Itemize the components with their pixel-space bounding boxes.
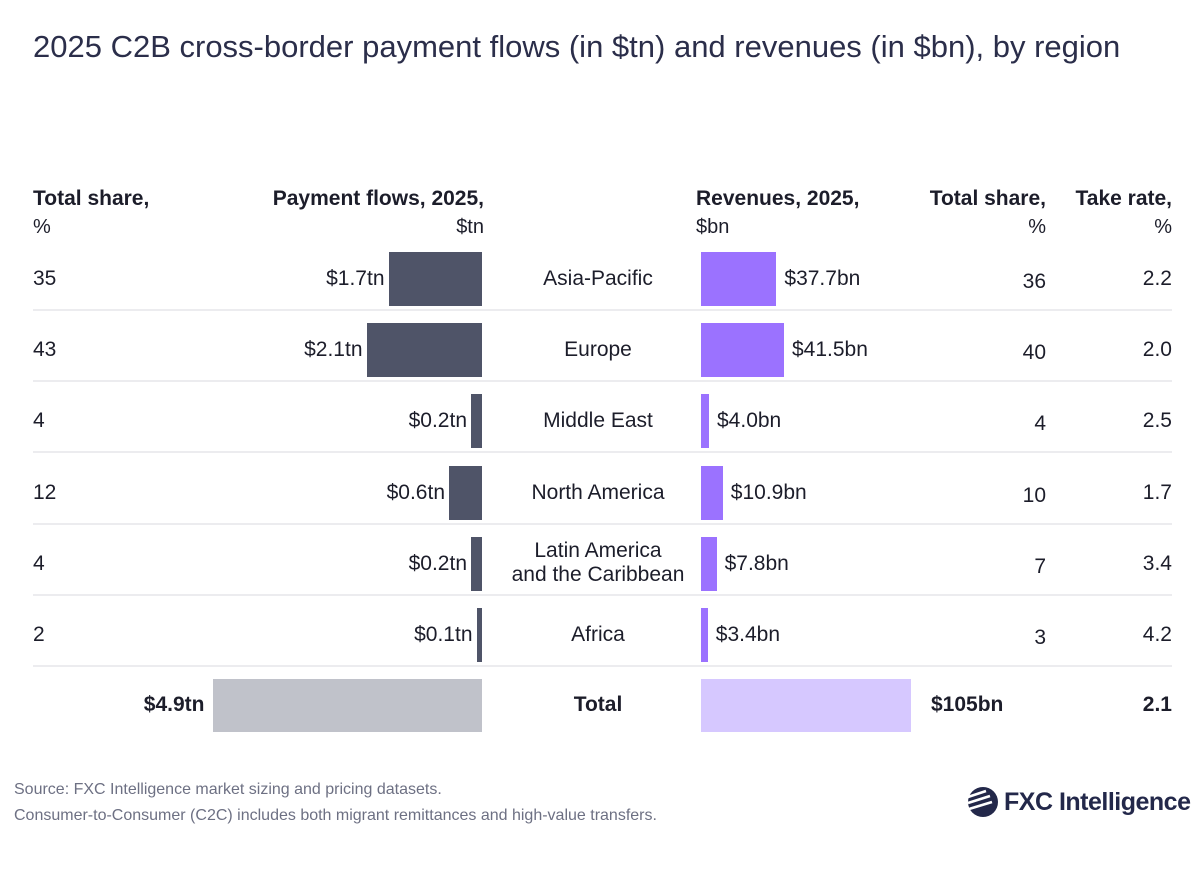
header-total-share-right: Total share, % — [890, 185, 1046, 241]
header-unit: % — [1154, 216, 1172, 238]
flows-label: $0.6tn — [386, 480, 445, 504]
row-divider — [33, 593, 1172, 596]
header-revenues: Revenues, 2025, $bn — [696, 185, 859, 241]
revenues-label: $4.0bn — [717, 409, 782, 433]
chart-title: 2025 C2B cross-border payment flows (in … — [33, 29, 1121, 64]
take-rate-cell: 2.5 — [1142, 409, 1172, 433]
definition-note: Consumer-to-Consumer (C2C) includes both… — [14, 807, 657, 824]
fxc-logo: FXC Intelligence — [966, 785, 1191, 819]
region-label: Middle East — [543, 409, 653, 433]
header-unit: $tn — [456, 216, 484, 238]
revenue-share-cell: 3 — [1034, 626, 1046, 649]
revenues-bar — [701, 252, 777, 306]
revenues-label: $41.5bn — [792, 338, 868, 362]
revenues-bar — [701, 608, 708, 662]
header-unit: % — [33, 216, 51, 238]
revenues-bar — [701, 465, 723, 520]
flow-share-cell: 2 — [33, 623, 45, 646]
revenues-bar — [701, 323, 784, 378]
revenues-label: $37.7bn — [784, 267, 861, 290]
flow-share-cell: 12 — [33, 480, 57, 504]
revenues-label: $10.9bn — [730, 480, 807, 504]
fxc-logo-text: FXC Intelligence — [1004, 787, 1191, 816]
header-total-share-left: Total share, % — [33, 185, 149, 241]
region-label: Europe — [564, 338, 632, 362]
region-label: Asia-Pacific — [543, 267, 653, 290]
revenue-share-cell: 4 — [1034, 412, 1046, 436]
flows-label: $0.1tn — [414, 623, 473, 646]
revenues-label: $3.4bn — [715, 623, 781, 646]
take-rate-cell: 2.2 — [1142, 267, 1172, 290]
region-label: North America — [531, 480, 665, 504]
flows-bar — [366, 323, 482, 378]
flows-bar — [388, 252, 482, 306]
flows-bar — [471, 394, 482, 449]
header-label: Revenues, 2025, — [696, 187, 860, 210]
header-label: Payment flows, 2025, — [272, 187, 484, 210]
region-label-line2: and the Caribbean — [511, 562, 685, 586]
revenue-share-cell: 10 — [1022, 483, 1046, 507]
flows-label: $2.1tn — [304, 338, 363, 362]
revenue-share-cell: 36 — [1022, 270, 1046, 293]
row-divider — [33, 522, 1172, 525]
total-revenues-bar — [701, 679, 911, 732]
take-rate-cell: 1.7 — [1142, 480, 1172, 504]
take-rate-cell: 3.4 — [1142, 551, 1172, 575]
header-label: Take rate, — [1075, 187, 1173, 210]
revenue-share-cell: 40 — [1022, 341, 1046, 365]
revenues-label: $7.8bn — [724, 551, 789, 575]
header-unit: % — [1028, 216, 1046, 238]
flow-share-cell: 43 — [33, 338, 57, 362]
header-unit: $bn — [696, 216, 730, 238]
flows-bar — [449, 465, 482, 520]
row-divider — [33, 665, 1172, 667]
region-label-line1: Latin America — [534, 538, 662, 562]
flows-bar — [471, 536, 482, 591]
total-flows-bar — [212, 679, 482, 732]
header-payment-flows: Payment flows, 2025, $tn — [200, 185, 484, 241]
flow-share-cell: 35 — [33, 267, 57, 290]
header-take-rate: Take rate, % — [1050, 185, 1173, 241]
flow-share-cell: 4 — [33, 409, 45, 433]
header-label: Total share, — [929, 187, 1046, 210]
revenues-bar — [701, 536, 717, 591]
total-flows-label: $4.9tn — [143, 693, 205, 716]
revenue-share-cell: 7 — [1034, 554, 1046, 578]
take-rate-cell: 2.0 — [1142, 338, 1172, 362]
region-label: Africa — [571, 623, 625, 646]
source-note: Source: FXC Intelligence market sizing a… — [14, 781, 442, 798]
flows-label: $1.7tn — [326, 267, 385, 290]
flow-share-cell: 4 — [33, 551, 45, 575]
total-label: Total — [573, 693, 623, 716]
row-divider — [33, 451, 1172, 454]
revenues-bar — [701, 394, 709, 449]
flows-label: $0.2tn — [408, 551, 467, 575]
total-take-rate: 2.1 — [1142, 693, 1172, 716]
total-revenues-label: $105bn — [931, 693, 1004, 716]
flows-label: $0.2tn — [408, 409, 467, 433]
take-rate-cell: 4.2 — [1142, 623, 1172, 646]
row-divider — [33, 380, 1172, 383]
fxc-logo-icon — [967, 787, 998, 817]
row-divider — [33, 309, 1172, 311]
header-label: Total share, — [33, 187, 150, 210]
flows-bar — [476, 608, 482, 662]
